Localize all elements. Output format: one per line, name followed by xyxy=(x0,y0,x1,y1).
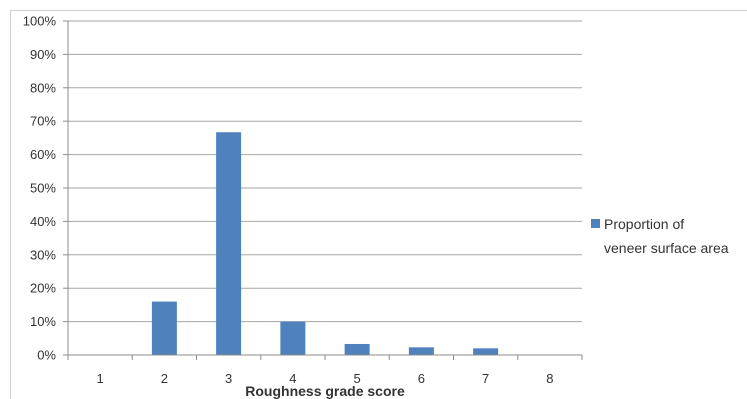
legend-swatch xyxy=(591,219,600,228)
x-tick-label: 7 xyxy=(482,371,489,386)
bar-4 xyxy=(280,321,306,355)
y-tick-label: 90% xyxy=(30,47,56,62)
x-tick-label: 6 xyxy=(418,371,425,386)
x-axis-ticks: 1 2 3 4 5 6 7 8 xyxy=(67,355,583,386)
y-tick-label: 80% xyxy=(30,80,56,95)
y-tick-label: 100% xyxy=(23,14,57,29)
legend-label-line-2: veneer surface area xyxy=(604,240,729,256)
bar-7 xyxy=(473,348,499,355)
bar-5 xyxy=(344,343,370,355)
y-tick-label: 50% xyxy=(30,181,56,196)
x-tick-label: 8 xyxy=(546,371,553,386)
x-tick-label: 3 xyxy=(225,371,232,386)
bars xyxy=(151,132,499,355)
gridlines xyxy=(68,20,582,323)
x-tick-label: 1 xyxy=(97,371,104,386)
y-tick-label: 0% xyxy=(37,348,56,363)
bar-3 xyxy=(216,132,242,355)
x-tick-label: 4 xyxy=(289,371,296,386)
chart-frame xyxy=(10,10,747,399)
x-axis-title: Roughness grade score xyxy=(245,383,405,399)
bar-2 xyxy=(151,301,177,355)
y-tick-label: 10% xyxy=(30,314,56,329)
y-tick-label: 70% xyxy=(30,114,56,129)
legend: Proportion of veneer surface area xyxy=(591,216,729,256)
legend-label-line-1: Proportion of xyxy=(604,216,684,232)
bar-6 xyxy=(408,347,434,355)
y-axis-ticks: 0% 10% 20% 30% 40% 50% 60% 70% 80% 90% 100% xyxy=(23,14,68,363)
y-tick-label: 60% xyxy=(30,147,56,162)
y-tick-label: 30% xyxy=(30,247,56,262)
y-tick-label: 40% xyxy=(30,214,56,229)
x-tick-label: 2 xyxy=(161,371,168,386)
y-tick-label: 20% xyxy=(30,281,56,296)
x-tick-label: 5 xyxy=(354,371,361,386)
